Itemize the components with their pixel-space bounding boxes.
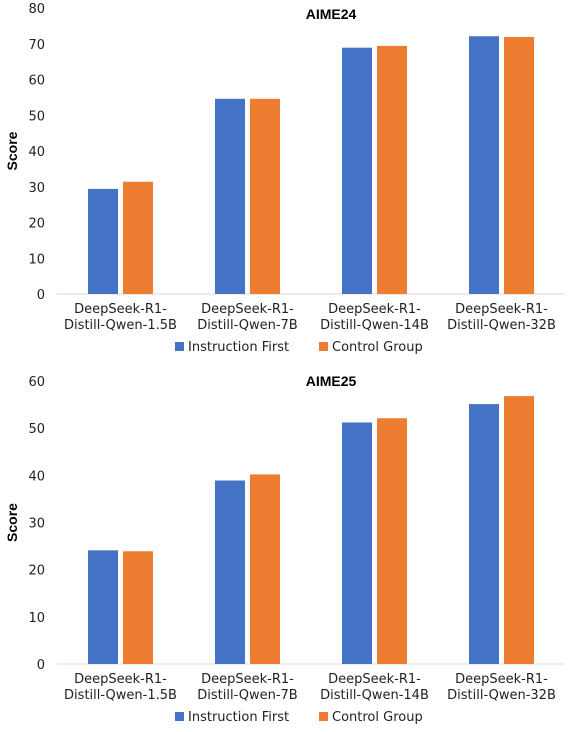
- bar-control-group: [250, 98, 280, 295]
- bar-control-group: [377, 45, 407, 294]
- bar-instruction-first: [342, 47, 372, 295]
- legend-label: Control Group: [332, 710, 423, 725]
- y-tick-label: 80: [28, 2, 45, 17]
- x-category-label: DeepSeek-R1-: [201, 672, 294, 687]
- bar-control-group: [123, 181, 153, 294]
- bar-instruction-first: [469, 36, 499, 295]
- bar-instruction-first: [88, 188, 118, 294]
- legend-label: Instruction First: [188, 710, 289, 725]
- bar-control-group: [504, 36, 534, 295]
- legend-swatch: [175, 712, 184, 721]
- x-category-label: DeepSeek-R1-: [455, 302, 548, 317]
- bar-instruction-first: [215, 98, 245, 295]
- chart-title: AIME25: [306, 373, 357, 389]
- x-category-label: DeepSeek-R1-: [74, 302, 167, 317]
- y-axis-label: Score: [4, 131, 20, 170]
- y-tick-label: 20: [28, 217, 45, 232]
- y-tick-label: 10: [28, 611, 45, 626]
- bar-instruction-first: [215, 480, 245, 664]
- bar-instruction-first: [88, 550, 118, 664]
- legend-label: Instruction First: [188, 340, 289, 355]
- x-category-label: Distill-Qwen-1.5B: [64, 688, 177, 703]
- legend-label: Control Group: [332, 340, 423, 355]
- y-tick-label: 60: [28, 74, 45, 89]
- x-category-label: Distill-Qwen-7B: [197, 688, 297, 703]
- y-tick-label: 60: [28, 375, 45, 390]
- chart-aime25: AIME25 Score 0 10 20 30 40 50 60 DeepSeek-R1- Dist…: [0, 366, 569, 732]
- x-category-label: Distill-Qwen-14B: [320, 318, 429, 333]
- y-tick-label: 40: [28, 469, 45, 484]
- x-category-label: DeepSeek-R1-: [455, 672, 548, 687]
- x-category-label: Distill-Qwen-7B: [197, 318, 297, 333]
- y-tick-label: 0: [37, 658, 45, 673]
- x-category-label: DeepSeek-R1-: [328, 672, 421, 687]
- x-category-label: Distill-Qwen-32B: [447, 688, 556, 703]
- bar-control-group: [504, 396, 534, 664]
- y-tick-label: 20: [28, 564, 45, 579]
- legend-swatch: [319, 342, 328, 351]
- y-tick-label: 0: [37, 288, 45, 303]
- y-tick-label: 30: [28, 517, 45, 532]
- x-category-label: Distill-Qwen-1.5B: [64, 318, 177, 333]
- bar-control-group: [377, 418, 407, 664]
- chart-aime24-svg: AIME24 Score 0 10 20 30 40 50 60 70 80 DeepSeek-R1-…: [4, 2, 565, 355]
- x-category-label: DeepSeek-R1-: [201, 302, 294, 317]
- chart-title: AIME24: [306, 6, 357, 22]
- x-category-label: Distill-Qwen-14B: [320, 688, 429, 703]
- y-tick-label: 10: [28, 252, 45, 267]
- x-category-label: DeepSeek-R1-: [74, 672, 167, 687]
- y-tick-label: 30: [28, 181, 45, 196]
- y-tick-label: 50: [28, 422, 45, 437]
- bar-control-group: [250, 474, 280, 664]
- bar-control-group: [123, 551, 153, 664]
- chart-aime25-svg: AIME25Score0102030405060DeepSeek-R1-Dist…: [4, 373, 565, 725]
- y-tick-label: 50: [28, 109, 45, 124]
- legend-swatch: [319, 712, 328, 721]
- bar-instruction-first: [469, 404, 499, 664]
- y-tick-label: 40: [28, 145, 45, 160]
- chart-aime24: AIME24 Score 0 10 20 30 40 50 60 70 80 DeepSeek-R1-…: [4, 2, 565, 355]
- bar-instruction-first: [342, 422, 372, 664]
- y-tick-label: 70: [28, 38, 45, 53]
- x-category-label: Distill-Qwen-32B: [447, 318, 556, 333]
- legend-swatch: [175, 342, 184, 351]
- x-category-label: DeepSeek-R1-: [328, 302, 421, 317]
- y-axis-label: Score: [4, 503, 20, 542]
